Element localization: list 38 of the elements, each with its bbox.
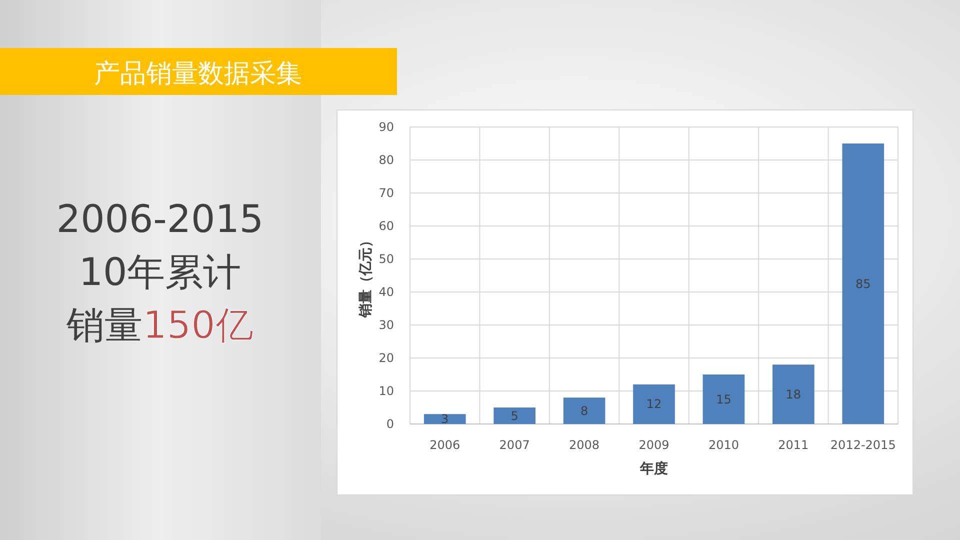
x-tick-label: 2010 <box>708 438 739 452</box>
bar <box>494 408 536 424</box>
y-tick-label: 10 <box>378 384 394 398</box>
bar <box>633 384 675 424</box>
x-tick-label: 2006 <box>430 438 460 452</box>
bar <box>702 374 745 424</box>
text: 销量 <box>66 303 143 347</box>
text: 2006-2015 <box>56 197 264 241</box>
data-label: 12 <box>646 397 662 412</box>
x-tick-label: 2009 <box>638 438 670 452</box>
text: 产品销量数据采集 <box>94 59 302 89</box>
y-tick-label: 40 <box>378 285 394 299</box>
data-label: 15 <box>716 392 732 406</box>
text: 150亿 <box>142 303 254 347</box>
text: 10年累计 <box>78 250 242 294</box>
y-tick-label: 70 <box>378 186 394 200</box>
x-axis-title: 年度 <box>639 460 668 477</box>
y-tick-label: 90 <box>378 120 394 134</box>
bar <box>772 364 814 424</box>
y-axis-title: 销量（亿元） <box>358 234 374 318</box>
y-tick-label: 30 <box>378 318 394 332</box>
data-label: 18 <box>786 387 802 402</box>
y-tick-label: 60 <box>378 219 394 233</box>
x-tick-label: 2012-2015 <box>830 438 896 452</box>
x-tick-label: 2007 <box>499 438 530 452</box>
data-label: 5 <box>510 408 518 423</box>
bar <box>842 144 884 424</box>
bar <box>563 398 606 424</box>
y-tick-label: 20 <box>378 351 394 365</box>
y-tick-label: 80 <box>378 153 394 167</box>
data-label: 3 <box>441 412 449 426</box>
data-label: 85 <box>856 276 871 291</box>
x-tick-label: 2011 <box>778 438 809 452</box>
x-tick-label: 2008 <box>569 438 600 452</box>
data-label: 8 <box>580 404 588 418</box>
y-tick-label: 0 <box>386 417 394 431</box>
bar <box>424 414 466 424</box>
y-tick-label: 50 <box>378 252 394 266</box>
